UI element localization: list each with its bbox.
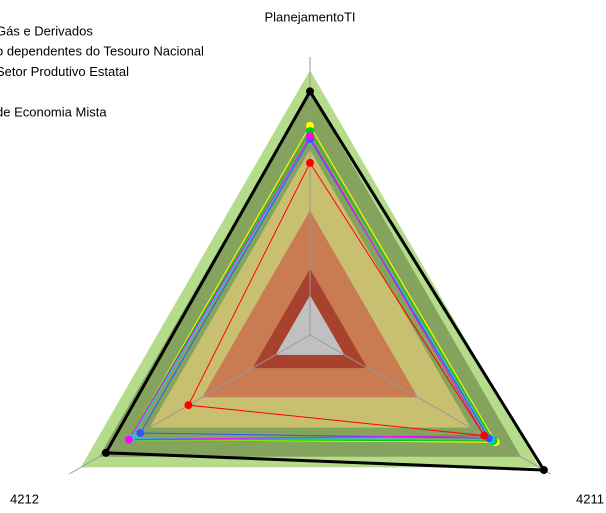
- series-line: [130, 138, 493, 441]
- series-marker: [124, 435, 133, 444]
- legend-label: Gás e Derivados: [0, 23, 93, 38]
- legend-label: de Economia Mista: [0, 105, 107, 120]
- axis-label: 4211: [576, 491, 604, 506]
- series-marker: [136, 428, 145, 437]
- series-marker: [306, 132, 314, 141]
- series-marker: [480, 431, 489, 440]
- series-marker: [101, 448, 110, 457]
- series-line: [187, 161, 486, 437]
- legend-label: o dependentes do Tesouro Nacional: [0, 44, 204, 59]
- axis-label: 4212: [10, 491, 39, 506]
- series-marker: [539, 466, 548, 475]
- series-marker: [306, 87, 314, 96]
- series-line: [139, 138, 490, 439]
- series-marker: [306, 158, 314, 167]
- series-line: [127, 124, 497, 443]
- series-line: [103, 88, 547, 472]
- series-line: [127, 135, 486, 441]
- legend-label: Setor Produtivo Estatal: [0, 64, 129, 79]
- axis-label: PlanejamentoTI: [264, 9, 355, 24]
- series-marker: [184, 401, 193, 410]
- axis-line: [309, 334, 552, 475]
- series-line: [127, 130, 495, 442]
